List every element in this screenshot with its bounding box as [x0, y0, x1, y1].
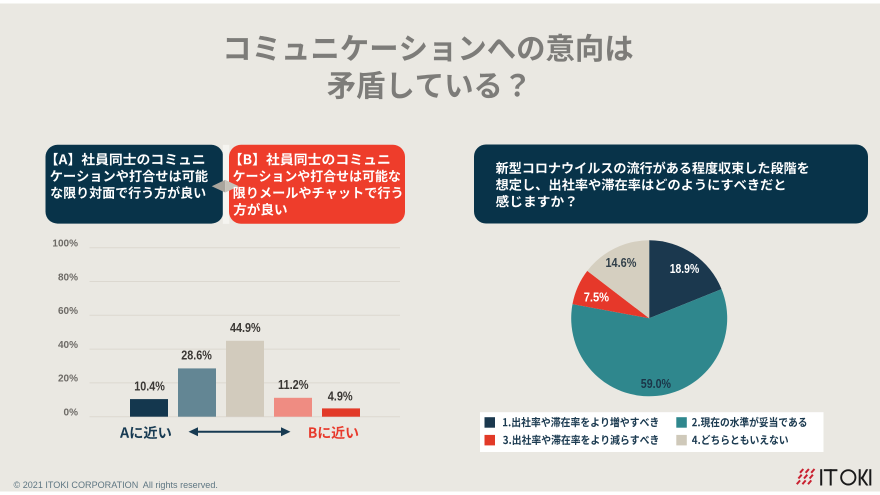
svg-text:100%: 100%: [52, 239, 78, 250]
svg-text:44.9%: 44.9%: [230, 320, 261, 335]
svg-text:18.9%: 18.9%: [670, 261, 700, 276]
svg-text:11.2%: 11.2%: [278, 377, 309, 392]
svg-text:7.5%: 7.5%: [584, 290, 610, 305]
svg-text:10.4%: 10.4%: [134, 378, 165, 393]
svg-text:20%: 20%: [58, 374, 78, 385]
svg-text:0%: 0%: [64, 408, 79, 419]
svg-text:59.0%: 59.0%: [641, 376, 671, 391]
svg-text:28.6%: 28.6%: [181, 348, 212, 363]
svg-text:© 2021 ITOKI CORPORATION All r: © 2021 ITOKI CORPORATION All rights rese…: [14, 480, 218, 490]
svg-text:60%: 60%: [58, 306, 78, 317]
svg-text:40%: 40%: [58, 340, 78, 351]
svg-text:80%: 80%: [58, 272, 78, 283]
svg-text:14.6%: 14.6%: [606, 255, 637, 270]
svg-text:4.9%: 4.9%: [328, 388, 353, 403]
